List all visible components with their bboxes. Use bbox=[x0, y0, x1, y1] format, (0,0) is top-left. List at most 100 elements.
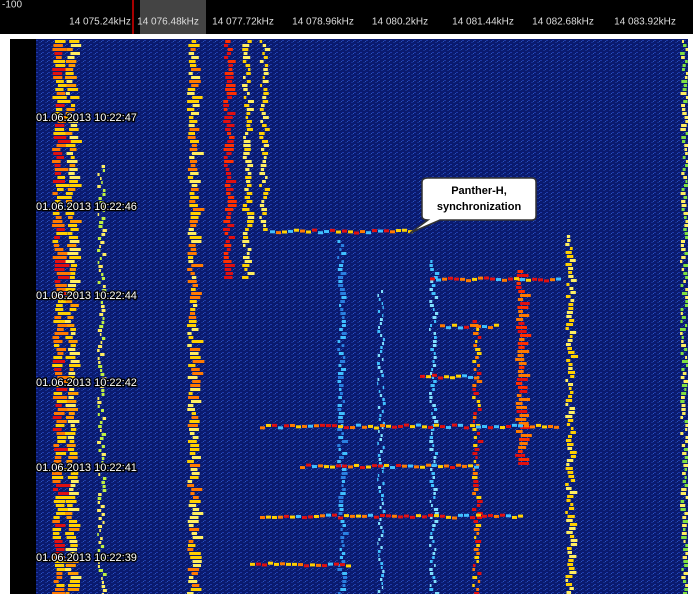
signal bbox=[681, 204, 687, 207]
signal bbox=[191, 416, 199, 419]
signal bbox=[430, 260, 433, 263]
signal bbox=[53, 392, 63, 395]
signal bbox=[66, 208, 71, 211]
signal bbox=[53, 244, 60, 247]
signal bbox=[519, 414, 530, 417]
signal bbox=[53, 488, 59, 491]
signal bbox=[190, 112, 199, 115]
signal bbox=[520, 294, 531, 297]
signal bbox=[685, 356, 688, 359]
signal bbox=[429, 288, 433, 291]
signal bbox=[472, 277, 477, 281]
signal bbox=[99, 437, 104, 440]
signal bbox=[67, 420, 80, 423]
signal bbox=[224, 184, 231, 187]
signal bbox=[408, 230, 413, 234]
signal bbox=[57, 276, 70, 279]
signal bbox=[402, 228, 407, 232]
signal bbox=[342, 532, 349, 535]
signal bbox=[341, 472, 348, 475]
signal bbox=[684, 388, 687, 391]
signal bbox=[224, 244, 232, 247]
signal bbox=[472, 416, 477, 419]
signal bbox=[189, 160, 198, 163]
signal bbox=[56, 512, 69, 515]
signal bbox=[460, 277, 465, 281]
signal bbox=[66, 152, 73, 155]
signal bbox=[57, 140, 73, 143]
signal bbox=[348, 230, 353, 234]
signal bbox=[682, 68, 685, 71]
signal bbox=[337, 408, 342, 411]
signal bbox=[189, 156, 195, 159]
signal bbox=[476, 544, 480, 547]
signal bbox=[512, 515, 517, 519]
signal bbox=[382, 338, 385, 341]
signal bbox=[567, 371, 576, 374]
signal bbox=[68, 376, 75, 379]
signal bbox=[360, 230, 365, 234]
signal bbox=[344, 426, 349, 430]
signal bbox=[517, 354, 524, 357]
signal bbox=[54, 260, 70, 263]
signal bbox=[99, 325, 104, 328]
signal bbox=[434, 276, 438, 279]
signal bbox=[68, 520, 78, 523]
signal bbox=[225, 88, 236, 91]
signal bbox=[432, 540, 435, 543]
signal bbox=[68, 524, 81, 527]
signal bbox=[684, 512, 691, 515]
signal bbox=[191, 340, 204, 343]
signal bbox=[312, 228, 317, 232]
signal bbox=[67, 56, 75, 59]
signal bbox=[685, 552, 689, 555]
signal bbox=[476, 504, 481, 507]
signal bbox=[57, 100, 68, 103]
signal bbox=[382, 470, 384, 473]
signal bbox=[431, 284, 436, 287]
signal bbox=[340, 292, 346, 295]
signal bbox=[346, 564, 351, 568]
signal bbox=[472, 428, 477, 431]
signal bbox=[477, 512, 483, 515]
signal bbox=[276, 231, 281, 235]
signal bbox=[242, 204, 248, 207]
signal bbox=[378, 229, 383, 233]
signal bbox=[187, 480, 193, 483]
signal bbox=[98, 425, 102, 428]
signal bbox=[338, 284, 344, 287]
signal bbox=[246, 120, 252, 123]
signal bbox=[56, 584, 65, 587]
signal bbox=[52, 212, 60, 215]
signal bbox=[187, 544, 196, 547]
signal bbox=[53, 60, 66, 63]
signal bbox=[568, 567, 575, 570]
signal bbox=[190, 288, 196, 291]
signal bbox=[685, 440, 690, 443]
signal bbox=[684, 232, 691, 235]
signal bbox=[473, 332, 479, 335]
signal bbox=[338, 264, 344, 267]
signal bbox=[187, 484, 195, 487]
signal bbox=[188, 116, 194, 119]
signal bbox=[189, 432, 195, 435]
signal bbox=[189, 204, 198, 207]
signal bbox=[191, 412, 197, 415]
signal bbox=[472, 384, 477, 387]
signal bbox=[190, 492, 195, 495]
signal bbox=[98, 517, 102, 520]
signal bbox=[680, 508, 686, 511]
signal bbox=[569, 319, 575, 322]
signal bbox=[52, 476, 64, 479]
signal bbox=[187, 268, 193, 271]
signal bbox=[54, 112, 61, 115]
signal bbox=[189, 428, 199, 431]
signal bbox=[243, 136, 246, 139]
signal bbox=[337, 404, 342, 407]
signal bbox=[380, 566, 383, 569]
signal bbox=[98, 449, 102, 452]
signal bbox=[473, 528, 480, 531]
signal bbox=[569, 527, 576, 530]
signal bbox=[565, 295, 571, 298]
signal bbox=[102, 485, 106, 488]
